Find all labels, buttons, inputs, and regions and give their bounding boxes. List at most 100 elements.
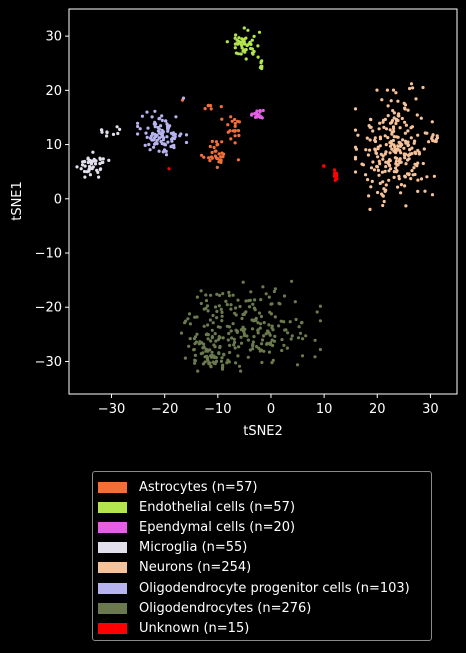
neurons-point <box>392 143 396 147</box>
neurons-point <box>415 164 419 168</box>
oligodendrocytes-point <box>224 299 228 303</box>
oligodendrocyte-progenitor-cells-point <box>152 122 156 126</box>
oligodendrocytes-point <box>244 299 248 303</box>
oligodendrocyte-progenitor-cells-point <box>164 153 169 157</box>
neurons-point <box>383 117 387 121</box>
neurons-point <box>353 128 358 132</box>
oligodendrocytes-point <box>194 340 198 344</box>
legend-item: Neurons (n=254) <box>98 560 251 576</box>
oligodendrocytes-point <box>256 321 260 325</box>
neurons-point <box>376 168 380 172</box>
oligodendrocytes-point <box>231 293 235 297</box>
oligodendrocyte-progenitor-cells-point <box>170 139 174 143</box>
oligodendrocytes-point <box>198 341 203 345</box>
oligodendrocyte-progenitor-cells-point <box>154 135 158 139</box>
oligodendrocyte-progenitor-cells-point <box>162 148 167 152</box>
neurons-point <box>368 148 372 152</box>
microglia-point <box>86 156 90 160</box>
oligodendrocytes-point <box>225 303 229 307</box>
y-axis-ticks: −30 −20 −10 0 10 20 30 <box>35 30 69 370</box>
endothelial-cells-point <box>259 64 263 68</box>
astrocytes-point <box>219 155 223 159</box>
neurons-point <box>397 159 401 163</box>
oligodendrocyte-progenitor-cells-point <box>159 124 163 128</box>
oligodendrocytes-point <box>267 323 271 327</box>
oligodendrocyte-progenitor-cells-point <box>174 115 178 119</box>
ependymal-cells-point <box>250 113 254 117</box>
oligodendrocytes-point <box>239 341 244 345</box>
neurons-point <box>353 170 358 174</box>
neurons-point <box>384 165 388 169</box>
neurons-point <box>388 151 392 155</box>
astrocytes-point <box>210 156 214 160</box>
oligodendrocytes-point <box>239 369 243 373</box>
astrocytes-point <box>208 159 212 163</box>
oligodendrocytes-point <box>270 302 274 306</box>
oligodendrocytes-point <box>273 315 277 319</box>
neurons-point <box>402 146 406 150</box>
microglia-point <box>79 167 83 171</box>
oligodendrocytes-point <box>187 312 192 316</box>
neurons-point <box>433 139 437 143</box>
oligodendrocytes-point <box>211 313 215 318</box>
neurons-point <box>381 120 385 124</box>
neurons-point <box>403 156 407 160</box>
neurons-point <box>406 140 410 144</box>
astrocytes-point <box>206 104 210 108</box>
legend-swatch <box>98 622 127 634</box>
oligodendrocytes-point <box>251 302 255 306</box>
oligodendrocytes-point <box>253 318 257 322</box>
astrocytes-point <box>228 129 232 133</box>
oligodendrocytes-point <box>233 311 237 315</box>
oligodendrocytes-point <box>298 331 303 335</box>
oligodendrocytes-point <box>205 354 209 358</box>
astrocytes-point <box>209 104 213 108</box>
neurons-point <box>392 135 396 139</box>
oligodendrocytes-point <box>236 298 240 302</box>
astrocytes-point <box>233 134 237 138</box>
oligodendrocytes-point <box>289 337 293 341</box>
neurons-point <box>432 174 436 178</box>
astrocytes-point <box>202 155 206 159</box>
neurons-point <box>427 140 431 144</box>
neurons-point <box>409 177 413 181</box>
oligodendrocytes-point <box>222 353 226 357</box>
neurons-point <box>369 185 373 189</box>
oligodendrocyte-progenitor-cells-point <box>145 110 149 114</box>
neurons-point <box>405 172 410 176</box>
astrocytes-point <box>200 153 204 157</box>
microglia-point <box>100 130 104 134</box>
neurons-point <box>356 133 360 137</box>
legend-swatch <box>98 562 127 574</box>
oligodendrocytes-point <box>201 346 205 350</box>
microglia-point <box>105 130 109 135</box>
oligodendrocytes-point <box>237 345 241 349</box>
oligodendrocytes-point <box>257 346 261 350</box>
neurons-point <box>406 158 410 162</box>
oligodendrocytes-point <box>225 324 229 328</box>
microglia-point <box>101 157 105 161</box>
ependymal-cells-point <box>255 109 259 113</box>
oligodendrocytes-point <box>179 331 184 335</box>
oligodendrocytes-point <box>240 316 244 321</box>
oligodendrocytes-point <box>297 325 301 329</box>
oligodendrocytes-point <box>228 350 232 355</box>
oligodendrocytes-point <box>293 300 297 304</box>
neurons-point <box>369 118 373 122</box>
neurons-point <box>397 174 401 178</box>
legend-label: Oligodendrocyte progenitor cells (n=103) <box>139 580 410 596</box>
oligodendrocytes-point <box>207 362 211 366</box>
oligodendrocytes-point <box>270 338 274 342</box>
unknown-point <box>334 171 339 175</box>
oligodendrocytes-point <box>246 355 250 359</box>
neurons-point <box>401 138 405 142</box>
oligodendrocytes-point <box>202 342 206 346</box>
neurons-point <box>403 174 407 178</box>
endothelial-cells-point <box>252 34 256 39</box>
neurons-point <box>371 160 375 164</box>
neurons-point <box>391 138 395 143</box>
microglia-point <box>81 160 85 164</box>
endothelial-cells-point <box>243 42 247 46</box>
oligodendrocytes-point <box>204 349 208 353</box>
oligodendrocytes-point <box>208 318 212 322</box>
